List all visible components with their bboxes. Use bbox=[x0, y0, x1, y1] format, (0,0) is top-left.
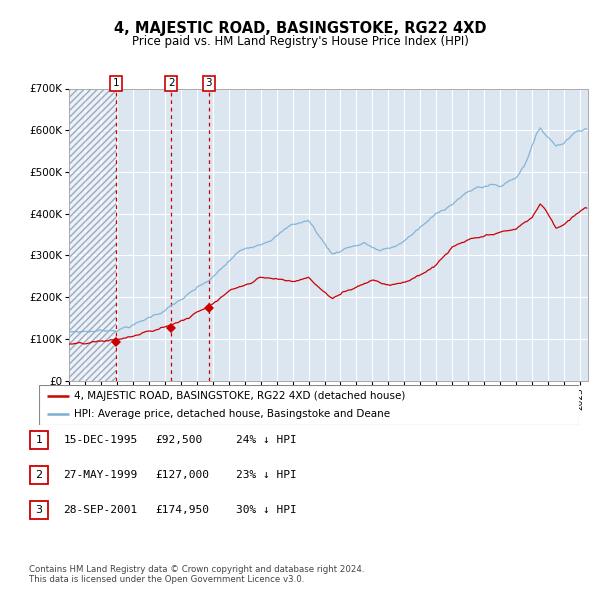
Text: 3: 3 bbox=[35, 506, 43, 515]
Text: £174,950: £174,950 bbox=[155, 506, 209, 515]
Text: 4, MAJESTIC ROAD, BASINGSTOKE, RG22 4XD (detached house): 4, MAJESTIC ROAD, BASINGSTOKE, RG22 4XD … bbox=[74, 391, 406, 401]
Text: 27-MAY-1999: 27-MAY-1999 bbox=[64, 470, 138, 480]
Text: 3: 3 bbox=[205, 78, 212, 88]
Text: 4, MAJESTIC ROAD, BASINGSTOKE, RG22 4XD: 4, MAJESTIC ROAD, BASINGSTOKE, RG22 4XD bbox=[114, 21, 486, 35]
Text: 24% ↓ HPI: 24% ↓ HPI bbox=[236, 435, 296, 444]
Text: 1: 1 bbox=[35, 435, 43, 444]
Text: Contains HM Land Registry data © Crown copyright and database right 2024.
This d: Contains HM Land Registry data © Crown c… bbox=[29, 565, 364, 584]
Text: HPI: Average price, detached house, Basingstoke and Deane: HPI: Average price, detached house, Basi… bbox=[74, 409, 390, 419]
Text: 2: 2 bbox=[35, 470, 43, 480]
Text: 28-SEP-2001: 28-SEP-2001 bbox=[64, 506, 138, 515]
Text: 1: 1 bbox=[113, 78, 119, 88]
Text: £92,500: £92,500 bbox=[155, 435, 202, 444]
Text: 2: 2 bbox=[168, 78, 175, 88]
Bar bbox=[69, 88, 116, 381]
Text: £127,000: £127,000 bbox=[155, 470, 209, 480]
Text: 15-DEC-1995: 15-DEC-1995 bbox=[64, 435, 138, 444]
Text: 23% ↓ HPI: 23% ↓ HPI bbox=[236, 470, 296, 480]
Bar bbox=[69, 88, 116, 381]
Text: 30% ↓ HPI: 30% ↓ HPI bbox=[236, 506, 296, 515]
Text: Price paid vs. HM Land Registry's House Price Index (HPI): Price paid vs. HM Land Registry's House … bbox=[131, 35, 469, 48]
